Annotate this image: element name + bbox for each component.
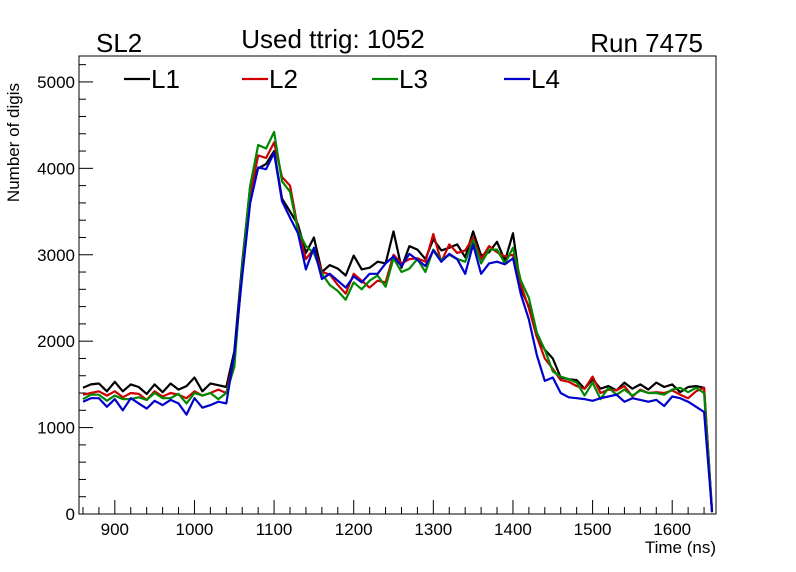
y-tick-label: 5000 xyxy=(37,73,75,92)
x-tick-label: 1500 xyxy=(574,520,612,539)
x-tick-label: 1300 xyxy=(414,520,452,539)
x-tick-label: 1600 xyxy=(653,520,691,539)
legend-label-l4: L4 xyxy=(531,64,560,94)
plot-frame xyxy=(78,55,717,515)
series-line-l1 xyxy=(82,150,714,513)
x-axis-title: Time (ns) xyxy=(645,538,716,557)
x-tick-label: 1100 xyxy=(256,520,293,539)
x-tick-label: 1200 xyxy=(335,520,373,539)
x-tick-label: 1000 xyxy=(176,520,214,539)
header-right-label: Run 7475 xyxy=(590,28,703,58)
x-tick-label: 1400 xyxy=(494,520,532,539)
legend-label-l1: L1 xyxy=(151,64,180,94)
legend-label-l3: L3 xyxy=(399,64,428,94)
y-tick-label: 1000 xyxy=(37,419,75,438)
legend-label-l2: L2 xyxy=(269,64,298,94)
series-line-l3 xyxy=(82,130,714,512)
header-center-label: Used ttrig: 1052 xyxy=(241,24,425,54)
header-left-label: SL2 xyxy=(96,28,142,58)
y-tick-label: 4000 xyxy=(37,159,75,178)
x-tick-label: 900 xyxy=(101,520,129,539)
y-tick-label: 3000 xyxy=(37,246,75,265)
y-axis-title: Number of digis xyxy=(4,83,23,202)
series-line-l4 xyxy=(82,151,714,512)
y-tick-label: 2000 xyxy=(37,332,75,351)
y-tick-label: 0 xyxy=(66,505,75,524)
